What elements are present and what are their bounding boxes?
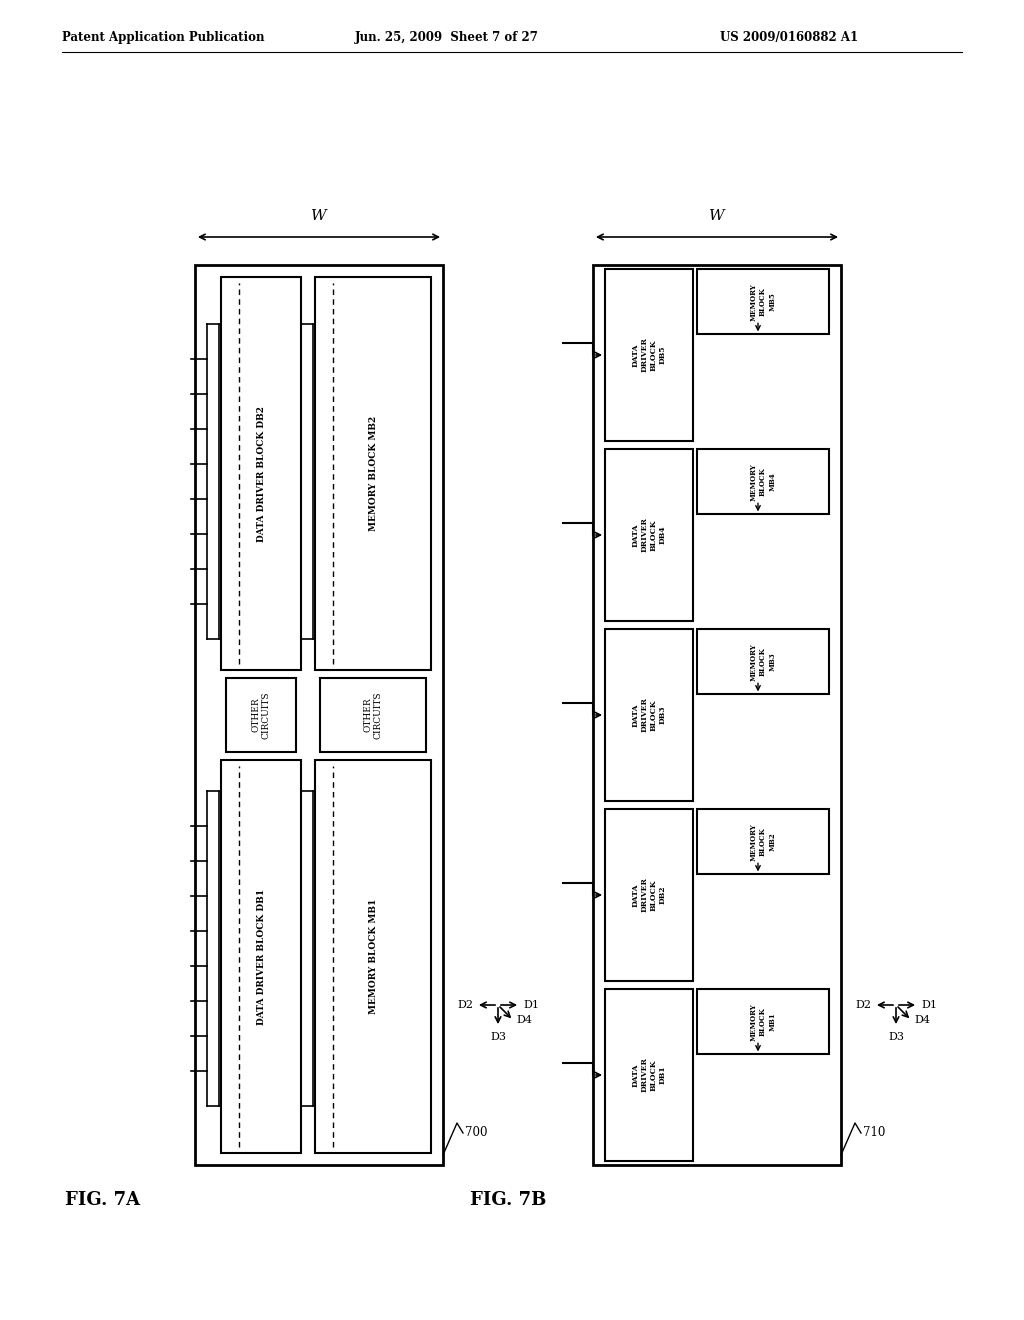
Bar bbox=[195, 265, 443, 1166]
Bar bbox=[605, 630, 693, 801]
Text: MEMORY BLOCK MB1: MEMORY BLOCK MB1 bbox=[369, 899, 378, 1014]
Bar bbox=[221, 277, 301, 671]
Text: DATA
DRIVER
BLOCK
DB4: DATA DRIVER BLOCK DB4 bbox=[631, 517, 667, 553]
Bar bbox=[221, 760, 301, 1152]
Text: OTHER
CIRCUITS: OTHER CIRCUITS bbox=[251, 692, 270, 739]
Text: MEMORY
BLOCK
MB1: MEMORY BLOCK MB1 bbox=[750, 1003, 776, 1040]
Text: D1: D1 bbox=[921, 1001, 937, 1010]
Text: MEMORY
BLOCK
MB5: MEMORY BLOCK MB5 bbox=[750, 282, 776, 321]
Bar bbox=[319, 678, 426, 752]
Text: D4: D4 bbox=[516, 1015, 532, 1026]
Text: D2: D2 bbox=[457, 1001, 473, 1010]
Bar bbox=[226, 678, 296, 752]
Text: DATA
DRIVER
BLOCK
DB1: DATA DRIVER BLOCK DB1 bbox=[631, 1057, 667, 1093]
Text: D1: D1 bbox=[523, 1001, 539, 1010]
Text: MEMORY
BLOCK
MB4: MEMORY BLOCK MB4 bbox=[750, 463, 776, 500]
Text: D2: D2 bbox=[855, 1001, 871, 1010]
Text: D4: D4 bbox=[914, 1015, 931, 1026]
Bar bbox=[697, 989, 829, 1055]
Bar bbox=[605, 809, 693, 981]
Bar bbox=[697, 630, 829, 694]
Bar bbox=[593, 265, 841, 1166]
Text: D3: D3 bbox=[490, 1032, 506, 1041]
Bar bbox=[315, 760, 431, 1152]
Text: DATA
DRIVER
BLOCK
DB5: DATA DRIVER BLOCK DB5 bbox=[631, 338, 667, 372]
Text: 710: 710 bbox=[863, 1126, 886, 1139]
Text: DATA
DRIVER
BLOCK
DB3: DATA DRIVER BLOCK DB3 bbox=[631, 697, 667, 733]
Bar bbox=[605, 449, 693, 620]
Text: D3: D3 bbox=[888, 1032, 904, 1041]
Text: MEMORY
BLOCK
MB3: MEMORY BLOCK MB3 bbox=[750, 643, 776, 681]
Bar bbox=[697, 809, 829, 874]
Bar bbox=[315, 277, 431, 671]
Text: Patent Application Publication: Patent Application Publication bbox=[62, 32, 264, 45]
Text: Jun. 25, 2009  Sheet 7 of 27: Jun. 25, 2009 Sheet 7 of 27 bbox=[355, 32, 539, 45]
Text: FIG. 7B: FIG. 7B bbox=[470, 1191, 547, 1209]
Bar bbox=[697, 449, 829, 515]
Bar bbox=[605, 989, 693, 1162]
Text: W: W bbox=[710, 209, 725, 223]
Text: 700: 700 bbox=[465, 1126, 487, 1139]
Text: DATA
DRIVER
BLOCK
DB2: DATA DRIVER BLOCK DB2 bbox=[631, 878, 667, 912]
Text: W: W bbox=[311, 209, 327, 223]
Bar bbox=[697, 269, 829, 334]
Text: MEMORY BLOCK MB2: MEMORY BLOCK MB2 bbox=[369, 416, 378, 531]
Text: DATA DRIVER BLOCK DB1: DATA DRIVER BLOCK DB1 bbox=[256, 888, 265, 1024]
Text: OTHER
CIRCUITS: OTHER CIRCUITS bbox=[364, 692, 383, 739]
Bar bbox=[605, 269, 693, 441]
Text: MEMORY
BLOCK
MB2: MEMORY BLOCK MB2 bbox=[750, 822, 776, 861]
Text: DATA DRIVER BLOCK DB2: DATA DRIVER BLOCK DB2 bbox=[256, 405, 265, 541]
Text: US 2009/0160882 A1: US 2009/0160882 A1 bbox=[720, 32, 858, 45]
Text: FIG. 7A: FIG. 7A bbox=[65, 1191, 140, 1209]
